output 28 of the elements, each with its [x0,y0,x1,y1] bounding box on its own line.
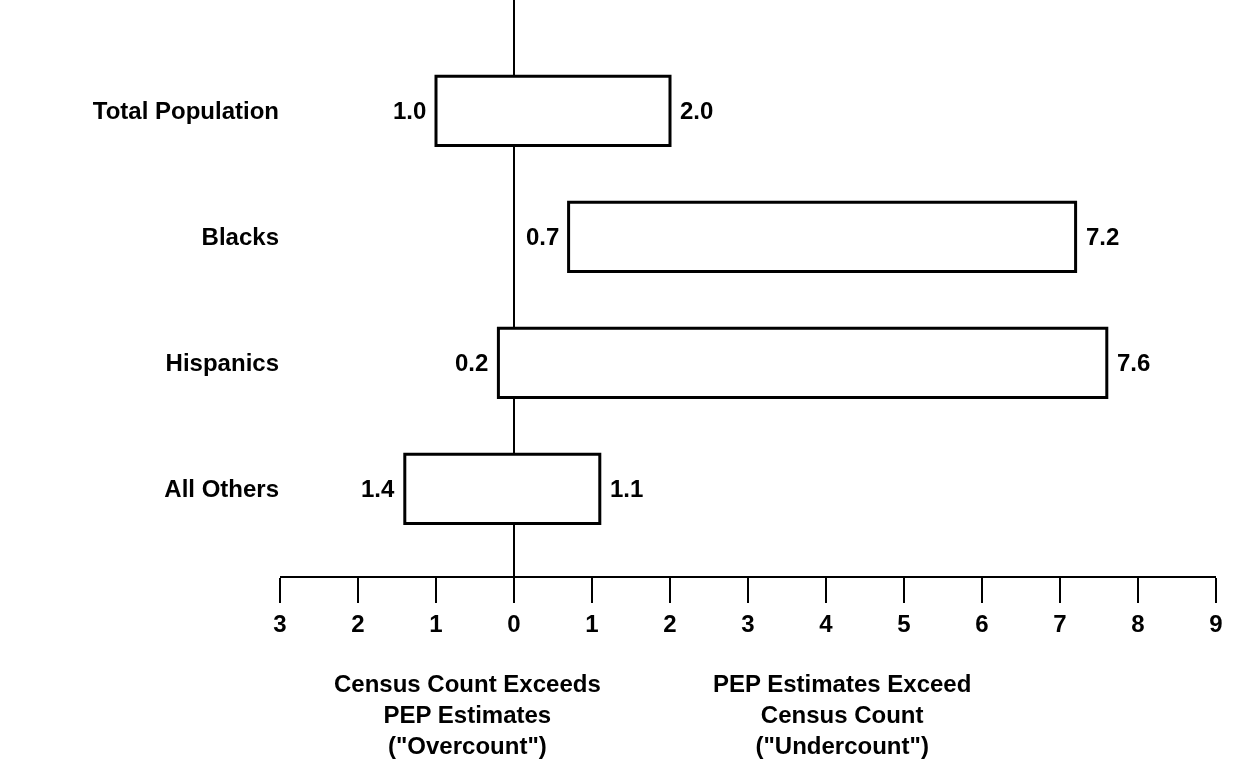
annotation: 1.4 [361,475,396,502]
annotation: 0.7 [526,223,560,250]
bar [567,200,1078,273]
x-tick-label: 3 [741,609,755,637]
x-tick-label: 1 [429,609,443,637]
annotation: 7.6 [1117,349,1151,376]
annotation: 1.1 [610,475,644,502]
annotation: 0.2 [455,349,489,376]
annotation: 7.2 [1086,223,1120,250]
y-tick-label: Hispanics [165,349,279,377]
x-tick-label: 4 [819,609,834,637]
x-tick-label: 2 [351,609,365,637]
text: PEP Estimates Exceed Census Count ("Undercount") [713,670,972,760]
annotation: 1.0 [393,97,427,124]
x-tick-label: 6 [975,609,989,637]
y-tick-label: Blacks [201,223,279,251]
text: Census Count Exceeds PEP Estimates ("Overcount") [334,670,601,760]
x-tick-label: 0 [507,609,521,637]
x-tick-label: 5 [897,609,911,637]
x-tick-label: 8 [1131,609,1145,637]
x-tick-label: 1 [585,609,599,637]
x-tick-label: 7 [1053,609,1067,637]
y-tick-label: All Others [164,475,279,503]
annotation: 2.0 [680,97,714,124]
x-tick-label: 9 [1209,609,1223,637]
x-tick-label: 3 [273,609,287,637]
y-tick-label: Total Population [92,97,279,125]
x-tick-label: 2 [663,609,677,637]
